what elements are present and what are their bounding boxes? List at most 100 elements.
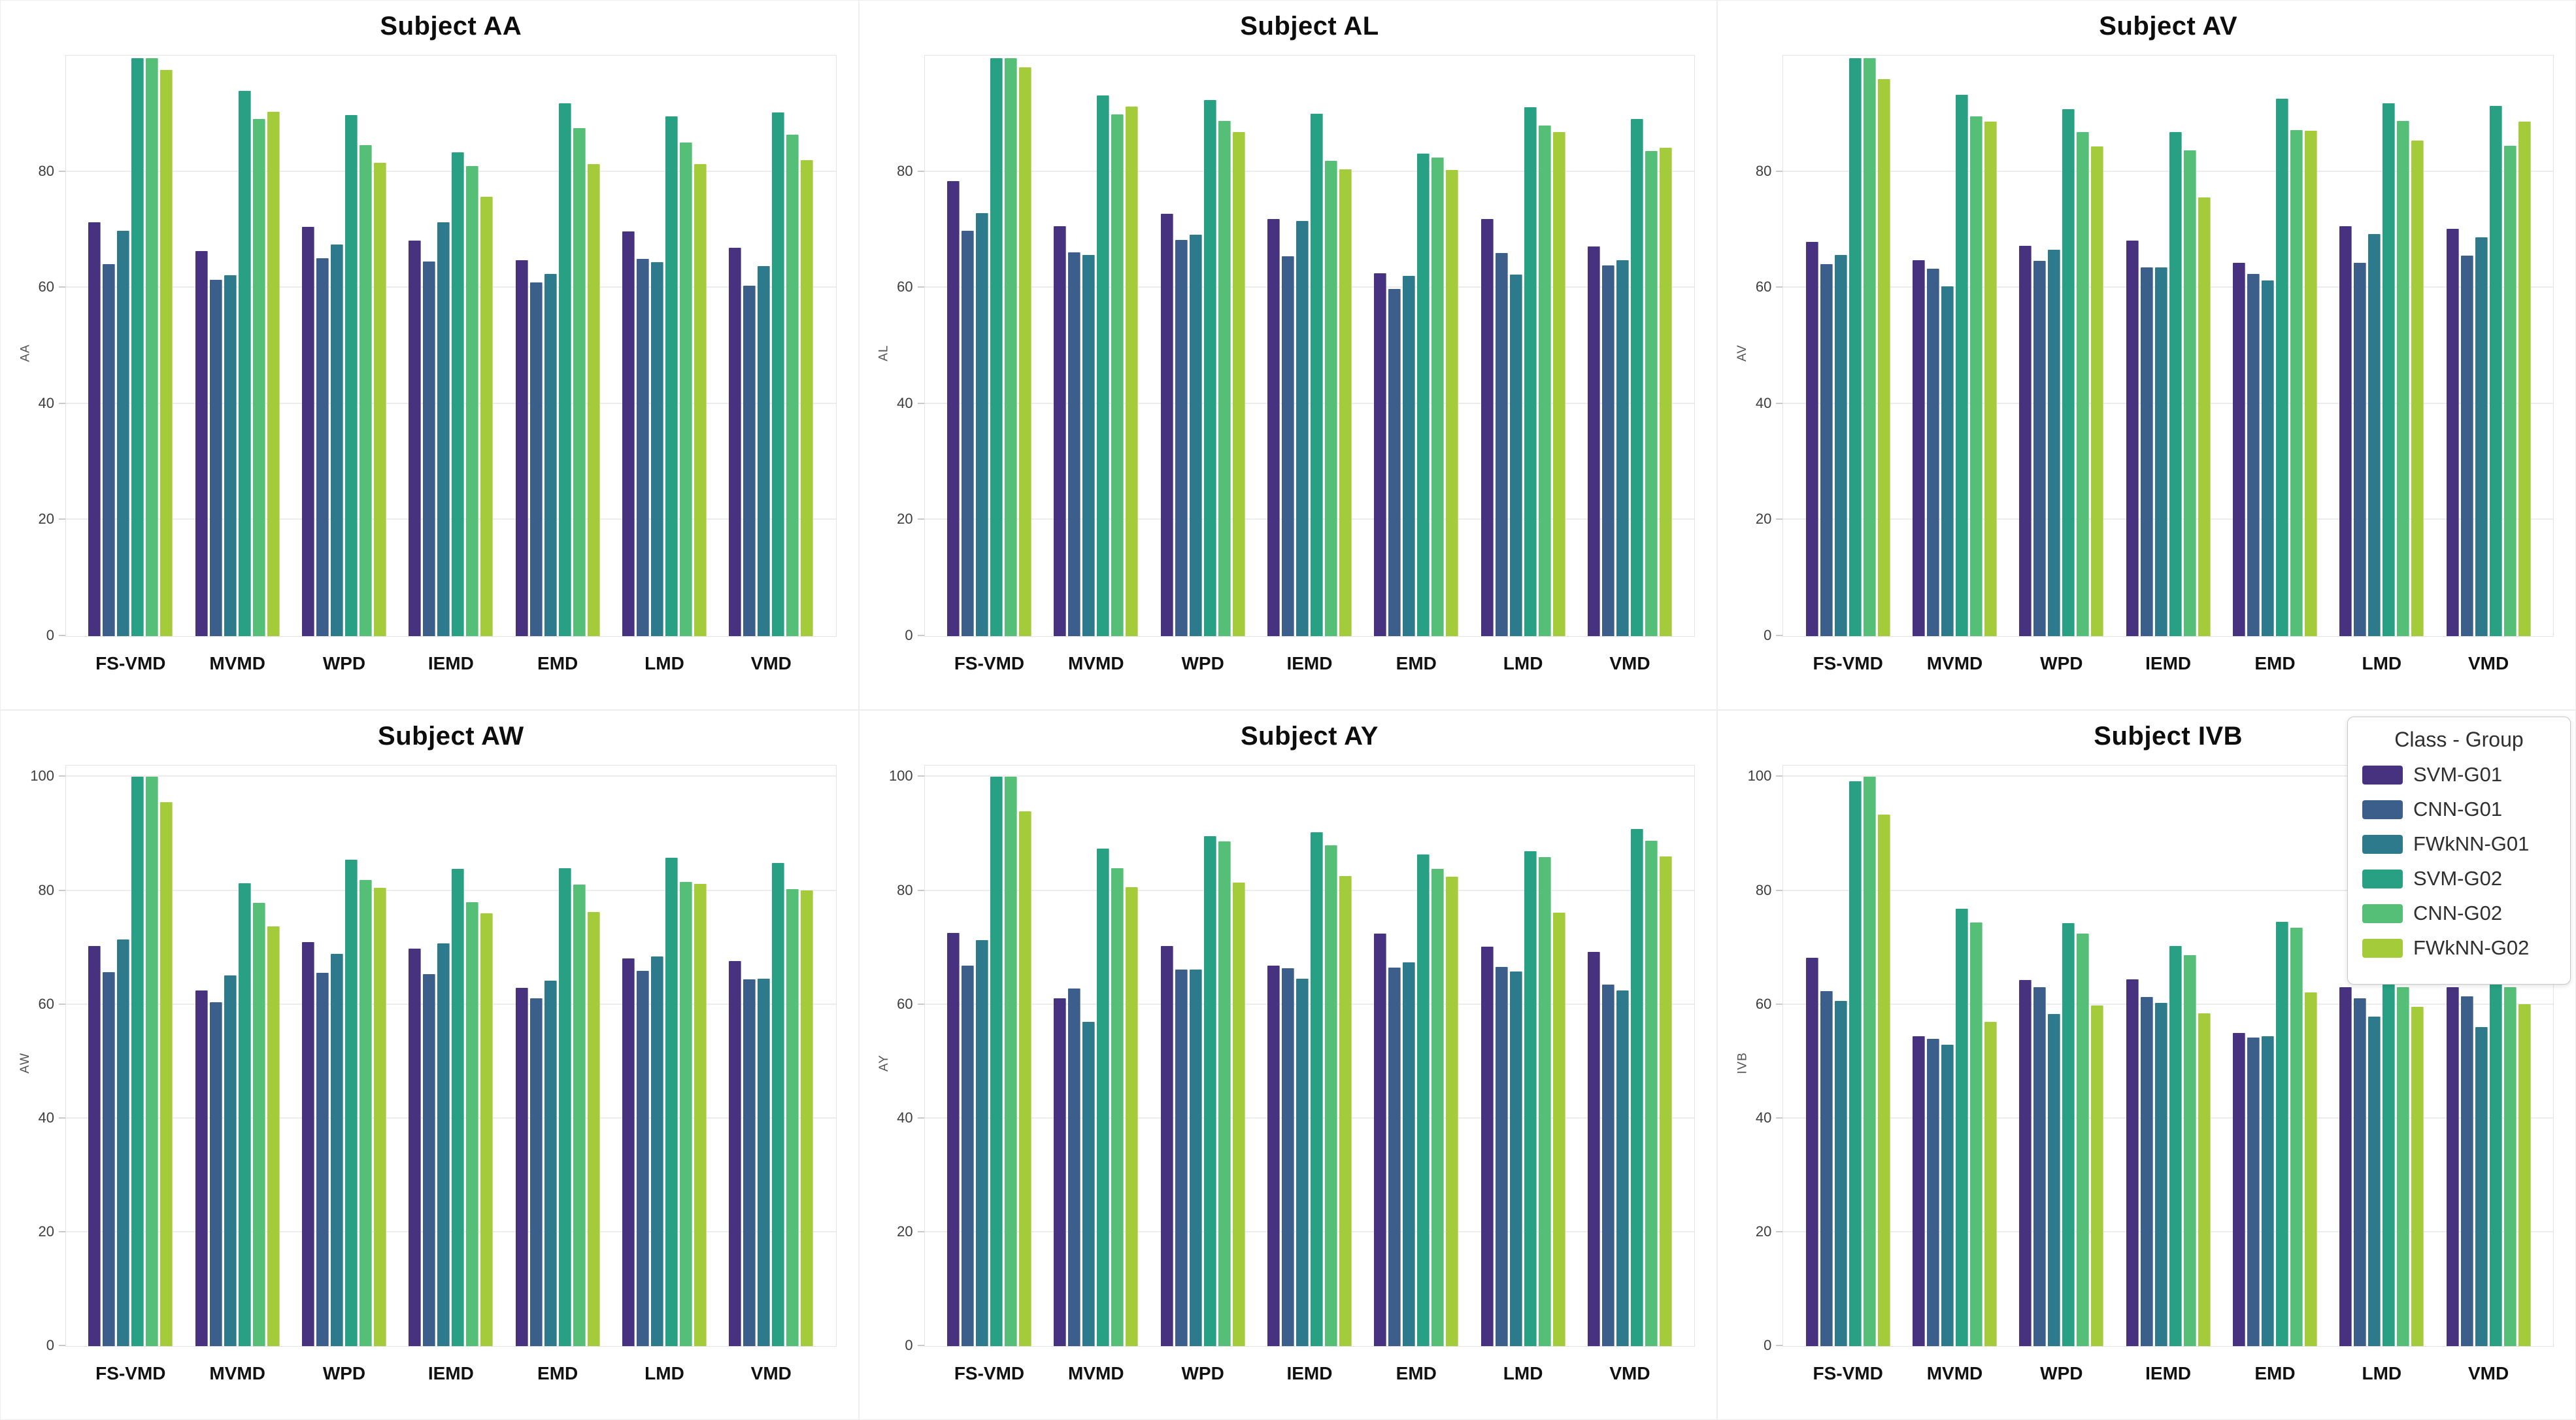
legend-swatch-icon bbox=[2362, 938, 2403, 958]
plot-area: AY 0 20 40 60 80 100 FS-VMD MVMD WPD IEMD EMD LMD V… bbox=[877, 765, 1696, 1383]
bar-group-WPD: WPD bbox=[2019, 56, 2104, 673]
gridline bbox=[66, 775, 836, 777]
legend-item-FWkNN-G01[interactable]: FWkNN-G01 bbox=[2362, 832, 2556, 856]
legend-item-label: SVM-G02 bbox=[2413, 867, 2503, 890]
legend: Class - Group SVM-G01 CNN-G01 FWkNN-G01 SVM… bbox=[2347, 717, 2571, 985]
y-tick-mark bbox=[917, 889, 924, 891]
bar-CNN-G01 bbox=[316, 972, 329, 1346]
x-tick-label: FS-VMD bbox=[1813, 653, 1883, 673]
bar-FWkNN-G02 bbox=[480, 913, 493, 1346]
legend-item-CNN-G01[interactable]: CNN-G01 bbox=[2362, 798, 2556, 821]
x-tick-label: EMD bbox=[537, 1363, 578, 1383]
bar-SVM-G01 bbox=[1480, 219, 1494, 636]
bar-SVM-G02 bbox=[452, 869, 465, 1346]
x-tick-label: IEMD bbox=[427, 653, 474, 673]
x-tick-label: EMD bbox=[2254, 1363, 2296, 1383]
bar-FWkNN-G01 bbox=[2368, 1016, 2381, 1346]
bar-group-EMD: EMD bbox=[1374, 766, 1459, 1383]
bar-SVM-G01 bbox=[946, 180, 960, 636]
bar-CNN-G01 bbox=[2247, 273, 2260, 636]
y-tick-mark bbox=[1776, 1117, 1783, 1119]
y-axis-title: AL bbox=[877, 345, 891, 362]
bar-CNN-G01 bbox=[209, 1002, 222, 1346]
bar-CNN-G02 bbox=[359, 144, 372, 636]
bar-SVM-G01 bbox=[195, 990, 208, 1346]
bar-SVM-G01 bbox=[195, 251, 208, 636]
bar-CNN-G01 bbox=[316, 258, 329, 636]
y-tick-mark bbox=[59, 518, 65, 520]
bar-CNN-G02 bbox=[466, 902, 479, 1346]
legend-item-SVM-G02[interactable]: SVM-G02 bbox=[2362, 867, 2556, 890]
bar-group-IEMD: IEMD bbox=[409, 56, 493, 673]
bar-SVM-G01 bbox=[2232, 1033, 2245, 1346]
bar-CNN-G02 bbox=[1218, 841, 1231, 1346]
bar-CNN-G02 bbox=[1324, 845, 1337, 1346]
x-tick-label: WPD bbox=[1181, 1363, 1224, 1383]
bar-FWkNN-G01 bbox=[1189, 969, 1202, 1346]
y-tick-mark bbox=[1776, 1345, 1783, 1346]
bar-SVM-G02 bbox=[1310, 113, 1323, 636]
bar-group-MVMD: MVMD bbox=[195, 56, 280, 673]
y-tick-label: 40 bbox=[897, 394, 913, 411]
bar-FWkNN-G01 bbox=[650, 262, 663, 636]
bar-CNN-G01 bbox=[1820, 990, 1833, 1346]
bar-SVM-G02 bbox=[665, 116, 678, 636]
bar-CNN-G02 bbox=[252, 902, 265, 1346]
legend-item-SVM-G01[interactable]: SVM-G01 bbox=[2362, 763, 2556, 786]
y-tick-mark bbox=[1776, 402, 1783, 404]
y-tick-mark bbox=[1776, 1230, 1783, 1232]
bar-FWkNN-G01 bbox=[758, 979, 771, 1346]
bar-SVM-G01 bbox=[729, 961, 742, 1346]
y-tick-mark bbox=[917, 1003, 924, 1005]
bar-group-EMD: EMD bbox=[2232, 56, 2317, 673]
bar-groups: FS-VMD MVMD WPD IEMD EMD LMD VMD bbox=[925, 56, 1695, 673]
chart-card: Subject AA AA 0 20 40 60 80 FS-VMD MVMD WPD IEM… bbox=[0, 0, 859, 710]
bar-CNN-G01 bbox=[961, 231, 974, 636]
gridline bbox=[924, 1230, 1695, 1232]
x-tick-label: EMD bbox=[537, 653, 578, 673]
legend-item-FWkNN-G02[interactable]: FWkNN-G02 bbox=[2362, 936, 2556, 960]
bar-CNN-G01 bbox=[2033, 987, 2047, 1346]
plot-area: AV 0 20 40 60 80 FS-VMD MVMD WPD IEMD EMD LMD VMD bbox=[1735, 55, 2554, 673]
bar-CNN-G02 bbox=[466, 165, 479, 636]
bar-FWkNN-G02 bbox=[2091, 1006, 2104, 1346]
gridline bbox=[66, 1003, 836, 1005]
y-tick-mark bbox=[59, 889, 65, 891]
bar-SVM-G02 bbox=[2275, 922, 2288, 1346]
bar-SVM-G02 bbox=[1848, 58, 1862, 636]
bar-CNN-G02 bbox=[2290, 129, 2303, 636]
bar-FWkNN-G02 bbox=[1877, 78, 1890, 636]
bar-group-LMD: LMD bbox=[622, 56, 707, 673]
bar-SVM-G01 bbox=[1054, 998, 1067, 1346]
y-tick-label: 40 bbox=[897, 1109, 913, 1126]
bar-FWkNN-G02 bbox=[694, 884, 707, 1346]
chart-title: Subject AA bbox=[380, 12, 522, 41]
bar-group-IEMD: IEMD bbox=[1267, 766, 1352, 1383]
legend-item-CNN-G02[interactable]: CNN-G02 bbox=[2362, 902, 2556, 925]
y-tick-mark bbox=[1776, 889, 1783, 891]
bar-CNN-G02 bbox=[1969, 922, 1982, 1346]
bar-groups: FS-VMD MVMD WPD IEMD EMD LMD VMD bbox=[1783, 56, 2553, 673]
bar-CNN-G01 bbox=[103, 263, 116, 636]
bar-CNN-G02 bbox=[1431, 869, 1445, 1346]
bar-FWkNN-G02 bbox=[587, 164, 600, 636]
bar-groups: FS-VMD MVMD WPD IEMD EMD LMD VMD bbox=[66, 56, 836, 673]
bar-FWkNN-G02 bbox=[694, 164, 707, 636]
y-tick-mark bbox=[59, 286, 65, 288]
gridline bbox=[1783, 286, 2553, 288]
bar-FWkNN-G02 bbox=[267, 112, 280, 636]
bar-FWkNN-G01 bbox=[1509, 274, 1522, 636]
bar-SVM-G02 bbox=[665, 858, 678, 1346]
bar-SVM-G02 bbox=[2489, 106, 2502, 636]
y-tick-label: 100 bbox=[888, 768, 913, 785]
x-tick-label: LMD bbox=[1503, 1363, 1543, 1383]
bar-FWkNN-G01 bbox=[437, 943, 450, 1346]
bar-FWkNN-G01 bbox=[2475, 237, 2488, 636]
y-tick-label: 80 bbox=[897, 162, 913, 179]
bar-FWkNN-G02 bbox=[2198, 197, 2211, 636]
bar-FWkNN-G01 bbox=[1082, 1021, 1096, 1346]
bar-SVM-G02 bbox=[2062, 109, 2075, 636]
bar-CNN-G01 bbox=[636, 258, 649, 636]
bar-CNN-G01 bbox=[743, 285, 756, 636]
chart-title: Subject AV bbox=[2099, 12, 2237, 41]
